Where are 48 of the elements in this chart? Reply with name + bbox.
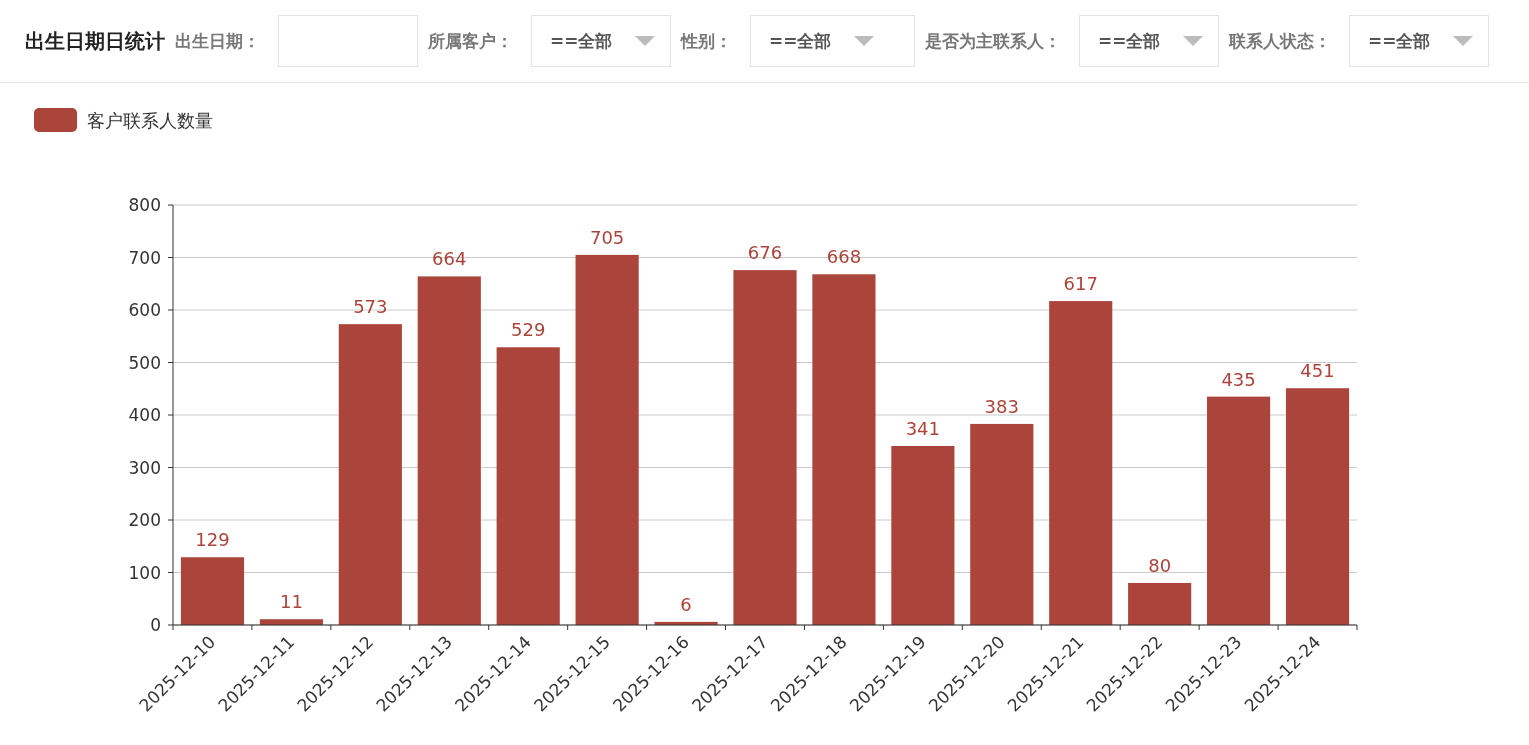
y-tick-label: 400 (128, 405, 161, 425)
bar (891, 445, 955, 625)
data-label: 435 (1221, 368, 1256, 390)
text: ==全部 (769, 29, 832, 53)
bar (575, 254, 639, 625)
data-label: 451 (1300, 360, 1335, 382)
text: 出生日期： (175, 29, 260, 53)
data-label: 676 (747, 242, 783, 264)
data-label: 705 (589, 226, 625, 248)
bar (1049, 301, 1113, 625)
y-tick-label: 300 (128, 457, 161, 478)
bar (733, 270, 797, 625)
bar (417, 276, 481, 625)
y-tick-label: 500 (128, 352, 161, 373)
data-label: 617 (1063, 273, 1098, 295)
y-tick-label: 0 (150, 615, 161, 635)
data-label: 341 (905, 417, 941, 439)
text: ==全部 (1098, 29, 1161, 53)
text: 所属客户： (428, 29, 513, 53)
text: ==全部 (1368, 29, 1431, 53)
data-label: 6 (680, 593, 692, 615)
text: 联系人状态： (1229, 29, 1331, 53)
text: ==全部 (550, 29, 613, 53)
data-label: 11 (279, 591, 303, 613)
y-tick-label: 200 (128, 510, 161, 530)
data-label: 668 (826, 246, 862, 268)
bar (1207, 396, 1271, 625)
y-tick-label: 800 (128, 195, 161, 215)
y-tick-label: 600 (128, 300, 161, 320)
legend-label: 客户联系人数量 (87, 110, 213, 131)
bar (338, 324, 402, 625)
data-label: 383 (984, 395, 1019, 417)
bar (1285, 388, 1350, 625)
text: 性别： (681, 29, 732, 53)
bar (970, 423, 1034, 625)
y-tick-label: 700 (128, 247, 161, 268)
chart-title: 出生日期日统计 (25, 27, 165, 55)
bar (1128, 583, 1192, 625)
bar (812, 274, 876, 625)
data-label: 129 (195, 529, 230, 551)
data-label: 664 (432, 248, 467, 270)
bar (496, 347, 560, 625)
text: 是否为主联系人： (925, 29, 1061, 53)
data-label: 529 (511, 319, 546, 341)
y-tick-label: 100 (128, 562, 161, 583)
data-label: 573 (353, 296, 388, 318)
bar (180, 557, 245, 625)
data-label: 80 (1148, 555, 1172, 576)
